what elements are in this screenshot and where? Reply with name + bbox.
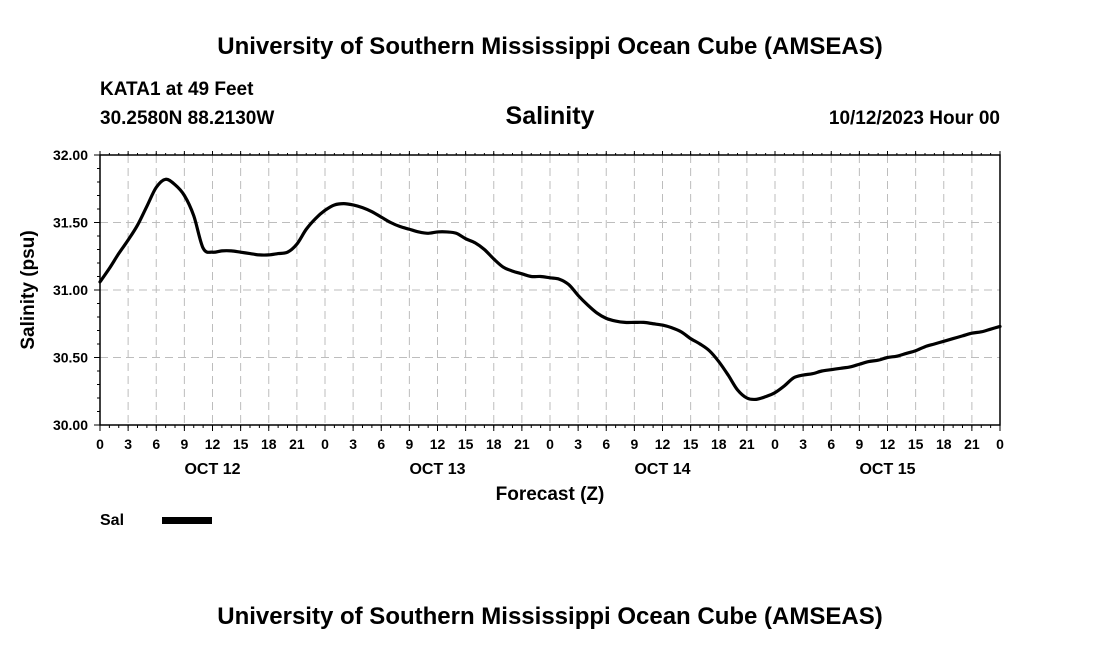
x-tick-label: 21 (739, 436, 755, 452)
x-tick-label: 9 (855, 436, 863, 452)
axis-ticks (94, 151, 1001, 431)
day-label: OCT 12 (184, 461, 240, 478)
y-tick-label: 32.00 (53, 147, 88, 163)
run-time-label: 10/12/2023 Hour 00 (829, 108, 1000, 129)
x-tick-label: 0 (321, 436, 329, 452)
day-labels: OCT 12 OCT 13 OCT 14 OCT 15 (184, 461, 915, 478)
station-label: KATA1 at 49 Feet (100, 79, 254, 100)
x-tick-label: 6 (827, 436, 835, 452)
x-tick-label: 6 (377, 436, 385, 452)
x-tick-label: 9 (405, 436, 413, 452)
x-tick-label: 0 (996, 436, 1004, 452)
x-tick-label: 9 (630, 436, 638, 452)
x-axis-title: Forecast (Z) (496, 484, 605, 505)
x-tick-label: 12 (655, 436, 671, 452)
y-tick-label: 31.00 (53, 282, 88, 298)
x-tick-label: 6 (602, 436, 610, 452)
x-tick-label: 3 (124, 436, 132, 452)
y-tick-labels: 30.00 30.50 31.00 31.50 32.00 (53, 147, 88, 433)
y-tick-label: 31.50 (53, 215, 88, 231)
x-tick-label: 3 (349, 436, 357, 452)
x-tick-label: 12 (205, 436, 221, 452)
station-coordinates: 30.2580N 88.2130W (100, 108, 274, 129)
legend-label: Sal (100, 512, 124, 529)
x-tick-label: 15 (908, 436, 924, 452)
x-tick-label: 3 (799, 436, 807, 452)
x-tick-label: 0 (771, 436, 779, 452)
page-title: University of Southern Mississippi Ocean… (217, 33, 882, 60)
y-axis-title: Salinity (psu) (18, 230, 39, 349)
x-tick-label: 3 (574, 436, 582, 452)
day-label: OCT 15 (859, 461, 915, 478)
x-tick-label: 15 (458, 436, 474, 452)
x-tick-label: 18 (486, 436, 502, 452)
grid-lines (100, 155, 1000, 425)
x-tick-label: 18 (936, 436, 952, 452)
x-tick-label: 18 (711, 436, 727, 452)
x-tick-label: 12 (880, 436, 896, 452)
x-tick-label: 12 (430, 436, 446, 452)
x-tick-label: 6 (152, 436, 160, 452)
x-tick-label: 0 (96, 436, 104, 452)
x-tick-label: 15 (683, 436, 699, 452)
day-label: OCT 14 (634, 461, 690, 478)
x-tick-label: 15 (233, 436, 249, 452)
salinity-series-line (98, 177, 1002, 402)
legend-swatch (162, 517, 212, 524)
footer-title: University of Southern Mississippi Ocean… (217, 603, 882, 630)
x-tick-label: 21 (964, 436, 980, 452)
day-label: OCT 13 (409, 461, 465, 478)
y-tick-label: 30.00 (53, 417, 88, 433)
x-tick-label: 9 (180, 436, 188, 452)
x-tick-label: 18 (261, 436, 277, 452)
x-tick-label: 21 (289, 436, 305, 452)
x-tick-labels: 0 3 6 9 12 15 18 21 0 3 6 9 12 15 18 21 0 3 6 9 12 15 18 21 0 3 6 9… (96, 436, 1004, 452)
plot-frame (99, 154, 1001, 426)
y-tick-label: 30.50 (53, 350, 88, 366)
x-tick-label: 21 (514, 436, 530, 452)
x-tick-label: 0 (546, 436, 554, 452)
chart-title: Salinity (506, 102, 595, 130)
